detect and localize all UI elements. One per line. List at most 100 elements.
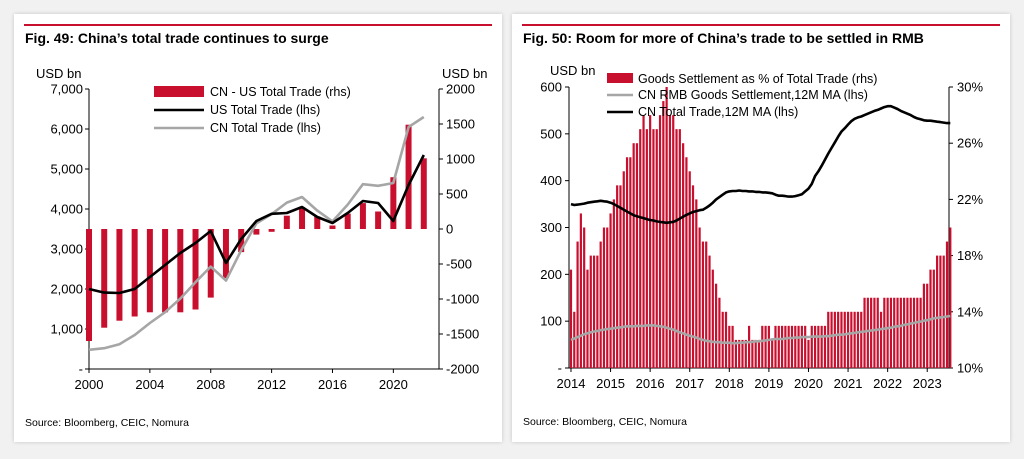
bar-goods-settlement-share [866,297,869,368]
y-right-tick-label: 2000 [446,82,475,97]
chart-source: Source: Bloomberg, CEIC, Nomura [523,416,687,428]
bar-cn-us-total-trade [177,229,184,313]
bar-cn-us-total-trade [359,203,366,229]
bar-goods-settlement-share [744,339,747,368]
bar-goods-settlement-share [843,311,846,368]
bar-goods-settlement-share [678,129,681,368]
bar-cn-us-total-trade [375,211,382,229]
y-right-tick-label: 18% [957,248,983,263]
bar-goods-settlement-share [860,311,863,368]
bar-goods-settlement-share [945,241,949,368]
bar-goods-settlement-share [705,241,708,368]
bar-goods-settlement-share [668,115,672,368]
bar-cn-us-total-trade [162,229,169,313]
bar-goods-settlement-share [698,227,701,368]
bar-goods-settlement-share [665,87,668,368]
bar-goods-settlement-share [619,185,622,368]
bar-cn-us-total-trade [146,229,153,313]
bar-goods-settlement-share [863,297,866,368]
y-left-tick-label: 200 [540,267,562,282]
line-cn-total-trade-ma [570,104,951,225]
bar-goods-settlement-share [635,143,639,368]
bar-goods-settlement-share [883,297,886,368]
x-tick-label: 2014 [557,376,586,391]
bar-goods-settlement-share [853,311,856,368]
bar-goods-settlement-share [629,157,632,368]
bar-goods-settlement-share [790,325,794,368]
y-left-tick-label: 1,000 [50,322,83,337]
y-right-tick-label: -2000 [446,362,479,377]
line-us-total-trade [88,154,425,295]
bar-goods-settlement-share [830,311,833,368]
bar-goods-settlement-share [820,325,823,368]
bar-goods-settlement-share [682,143,685,368]
bar-goods-settlement-share [579,213,582,368]
y-right-tick-label: 26% [957,136,983,151]
line-cn-total-trade [88,115,425,352]
bar-goods-settlement-share [738,339,741,368]
bar-goods-settlement-share [592,255,596,368]
x-tick-label: 2018 [715,376,744,391]
chart-title: Fig. 50: Room for more of China’s trade … [523,30,924,46]
y-left-tick-label: 7,000 [50,82,83,97]
x-tick-label: 2021 [834,376,863,391]
bar-goods-settlement-share [701,241,705,368]
bar-cn-us-total-trade [207,229,214,298]
bar-goods-settlement-share [741,339,744,368]
bar-goods-settlement-share [823,325,827,368]
y-left-tick-label: 3,000 [50,242,83,257]
y-left-tick-label: 300 [540,220,562,235]
legend-label: CN - US Total Trade (rhs) [210,85,351,99]
legend-label: Goods Settlement as % of Total Trade (rh… [638,72,877,86]
y-right-tick-label: 22% [957,192,983,207]
bar-goods-settlement-share [909,297,912,368]
x-tick-label: 2023 [913,376,942,391]
legend-label: CN Total Trade (lhs) [210,121,321,135]
bar-cn-us-total-trade [405,124,412,229]
bar-cn-us-total-trade [283,215,290,229]
legend-label: CN Total Trade,12M MA (lhs) [638,105,798,119]
bar-goods-settlement-share [695,199,698,368]
y-right-tick-label: 500 [446,187,468,202]
bar-goods-settlement-share [645,129,648,368]
bar-goods-settlement-share [787,325,790,368]
bar-goods-settlement-share [797,325,800,368]
y-left-tick-label: 400 [540,173,562,188]
bar-cn-us-total-trade [299,207,306,229]
x-tick-label: 2017 [675,376,704,391]
bar-goods-settlement-share [685,157,688,368]
bar-goods-settlement-share [926,283,929,368]
bar-goods-settlement-share [922,283,926,368]
bar-goods-settlement-share [569,269,573,368]
bar-goods-settlement-share [728,325,731,368]
bar-goods-settlement-share [794,325,797,368]
bar-goods-settlement-share [721,311,724,368]
bar-goods-settlement-share [800,325,803,368]
bar-cn-us-total-trade [101,229,108,328]
bar-goods-settlement-share [655,129,658,368]
bar-goods-settlement-share [879,311,883,368]
bar-goods-settlement-share [612,199,615,368]
bar-goods-settlement-share [609,213,612,368]
bar-cn-us-total-trade [314,216,321,229]
x-tick-label: 2000 [75,377,104,392]
bar-goods-settlement-share [873,297,876,368]
bar-goods-settlement-share [777,325,780,368]
legend-label: US Total Trade (lhs) [210,103,320,117]
bar-goods-settlement-share [817,325,820,368]
x-tick-label: 2020 [379,377,408,392]
bar-goods-settlement-share [715,283,718,368]
bar-goods-settlement-share [764,325,767,368]
bar-cn-us-total-trade [390,177,397,229]
bar-goods-settlement-share [870,297,873,368]
bar-goods-settlement-share [576,241,579,368]
bar-goods-settlement-share [632,143,635,368]
bar-goods-settlement-share [589,255,592,368]
bar-goods-settlement-share [754,339,757,368]
bar-goods-settlement-share [837,311,840,368]
bar-goods-settlement-share [596,255,599,368]
bar-goods-settlement-share [688,171,691,368]
y-right-tick-label: -1500 [446,327,479,342]
bar-goods-settlement-share [784,325,787,368]
chart-panel-fig50: Fig. 50: Room for more of China’s trade … [512,14,1010,442]
